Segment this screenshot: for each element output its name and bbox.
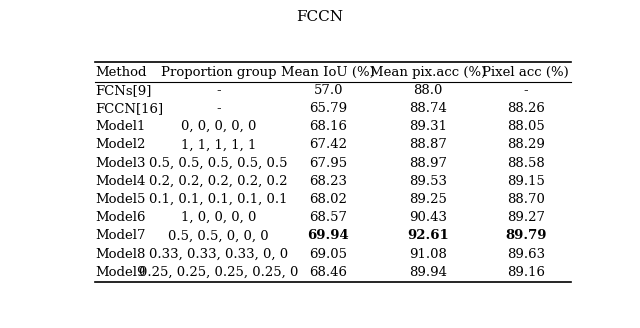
Text: 88.29: 88.29 [507, 138, 545, 152]
Text: Pixel acc (%): Pixel acc (%) [483, 66, 569, 79]
Text: Model1: Model1 [95, 120, 145, 133]
Text: 89.27: 89.27 [507, 211, 545, 224]
Text: FCNs[9]: FCNs[9] [95, 84, 151, 97]
Text: 89.79: 89.79 [505, 229, 547, 242]
Text: Mean IoU (%): Mean IoU (%) [282, 66, 375, 79]
Text: 67.42: 67.42 [309, 138, 347, 152]
Text: 88.74: 88.74 [409, 102, 447, 115]
Text: Model5: Model5 [95, 193, 145, 206]
Text: 68.46: 68.46 [309, 266, 347, 279]
Text: 88.97: 88.97 [409, 156, 447, 170]
Text: 89.53: 89.53 [409, 175, 447, 188]
Text: 88.70: 88.70 [507, 193, 545, 206]
Text: 89.25: 89.25 [409, 193, 447, 206]
Text: 0.2, 0.2, 0.2, 0.2, 0.2: 0.2, 0.2, 0.2, 0.2, 0.2 [149, 175, 288, 188]
Text: 69.94: 69.94 [307, 229, 349, 242]
Text: -: - [216, 102, 221, 115]
Text: 0.5, 0.5, 0.5, 0.5, 0.5: 0.5, 0.5, 0.5, 0.5, 0.5 [149, 156, 288, 170]
Text: 88.05: 88.05 [507, 120, 545, 133]
Text: 91.08: 91.08 [409, 248, 447, 260]
Text: 89.16: 89.16 [507, 266, 545, 279]
Text: 68.02: 68.02 [309, 193, 347, 206]
Text: 89.15: 89.15 [507, 175, 545, 188]
Text: 68.16: 68.16 [309, 120, 347, 133]
Text: 1, 1, 1, 1, 1: 1, 1, 1, 1, 1 [181, 138, 257, 152]
Text: 88.58: 88.58 [507, 156, 545, 170]
Text: 0.25, 0.25, 0.25, 0.25, 0: 0.25, 0.25, 0.25, 0.25, 0 [139, 266, 298, 279]
Text: 68.57: 68.57 [309, 211, 347, 224]
Text: Mean pix.acc (%): Mean pix.acc (%) [370, 66, 486, 79]
Text: 89.31: 89.31 [409, 120, 447, 133]
Text: 69.05: 69.05 [309, 248, 347, 260]
Text: 0, 0, 0, 0, 0: 0, 0, 0, 0, 0 [181, 120, 257, 133]
Text: Method: Method [95, 66, 147, 79]
Text: Model3: Model3 [95, 156, 145, 170]
Text: 0.1, 0.1, 0.1, 0.1, 0.1: 0.1, 0.1, 0.1, 0.1, 0.1 [149, 193, 288, 206]
Text: 89.63: 89.63 [507, 248, 545, 260]
Text: Model9: Model9 [95, 266, 145, 279]
Text: 65.79: 65.79 [309, 102, 348, 115]
Text: 90.43: 90.43 [409, 211, 447, 224]
Text: 88.87: 88.87 [409, 138, 447, 152]
Text: 92.61: 92.61 [407, 229, 449, 242]
Text: 67.95: 67.95 [309, 156, 348, 170]
Text: Model7: Model7 [95, 229, 145, 242]
Text: Model6: Model6 [95, 211, 145, 224]
Text: FCCN: FCCN [296, 10, 344, 24]
Text: 89.94: 89.94 [409, 266, 447, 279]
Text: 68.23: 68.23 [309, 175, 347, 188]
Text: 0.33, 0.33, 0.33, 0, 0: 0.33, 0.33, 0.33, 0, 0 [149, 248, 288, 260]
Text: 88.26: 88.26 [507, 102, 545, 115]
Text: 88.0: 88.0 [413, 84, 443, 97]
Text: FCCN[16]: FCCN[16] [95, 102, 163, 115]
Text: Model2: Model2 [95, 138, 145, 152]
Text: -: - [524, 84, 528, 97]
Text: -: - [216, 84, 221, 97]
Text: Model4: Model4 [95, 175, 145, 188]
Text: 1, 0, 0, 0, 0: 1, 0, 0, 0, 0 [181, 211, 257, 224]
Text: Model8: Model8 [95, 248, 145, 260]
Text: Proportion group: Proportion group [161, 66, 276, 79]
Text: 0.5, 0.5, 0, 0, 0: 0.5, 0.5, 0, 0, 0 [168, 229, 269, 242]
Text: 57.0: 57.0 [314, 84, 343, 97]
